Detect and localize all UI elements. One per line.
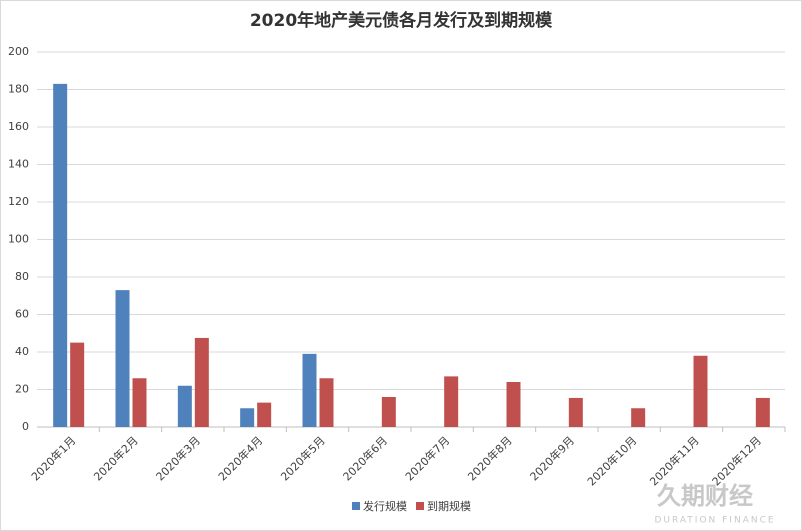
legend-label: 到期规模 <box>427 499 471 513</box>
bar <box>319 378 334 427</box>
bar <box>177 385 192 427</box>
y-tick-label: 200 <box>8 45 29 58</box>
legend-label: 发行规模 <box>363 499 407 513</box>
bar <box>302 353 317 427</box>
bar <box>257 402 272 427</box>
bar <box>132 378 147 427</box>
y-tick-label: 40 <box>15 345 29 358</box>
bar <box>381 397 396 427</box>
bar <box>693 355 708 427</box>
bar <box>506 382 521 427</box>
legend-swatch <box>416 502 424 510</box>
y-tick-label: 0 <box>22 420 29 433</box>
bar <box>568 397 583 427</box>
bar <box>755 397 770 427</box>
watermark: 久期财经 <box>657 482 753 510</box>
watermark-en: DURATION FINANCE <box>654 516 775 526</box>
y-tick-label: 20 <box>15 383 29 396</box>
y-tick-label: 160 <box>8 120 29 133</box>
chart-title: 2020年地产美元债各月发行及到期规模 <box>250 10 553 31</box>
bar <box>70 342 85 427</box>
y-tick-label: 180 <box>8 83 29 96</box>
y-tick-label: 80 <box>15 270 29 283</box>
legend-swatch <box>352 502 360 510</box>
y-tick-label: 140 <box>8 158 29 171</box>
bar <box>631 408 646 427</box>
bar <box>444 376 459 427</box>
bar <box>115 290 130 427</box>
y-tick-label: 60 <box>15 308 29 321</box>
bar <box>240 408 255 427</box>
y-tick-label: 100 <box>8 233 29 246</box>
bar <box>53 83 68 427</box>
y-tick-label: 120 <box>8 195 29 208</box>
bar <box>194 337 209 427</box>
